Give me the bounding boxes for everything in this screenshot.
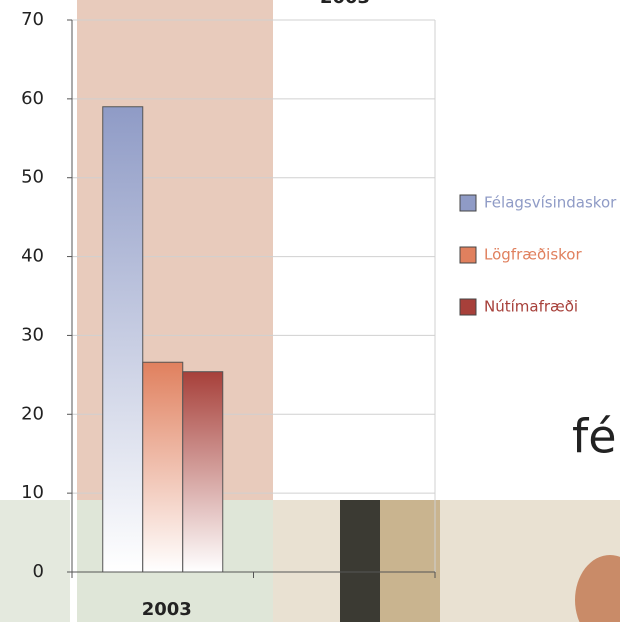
legend-swatch: [460, 299, 476, 315]
y-tick-label: 0: [33, 561, 44, 582]
y-tick-label: 10: [21, 482, 44, 503]
y-tick-label: 40: [21, 246, 44, 267]
legend-swatch: [460, 247, 476, 263]
photo-post: [340, 500, 380, 622]
photo: [273, 500, 620, 622]
bar: [183, 372, 223, 572]
legend-label: Lögfræðiskor: [484, 246, 582, 264]
y-tick-label: 20: [21, 403, 44, 424]
chart-title: 2003: [320, 0, 370, 8]
legend-label: Félagsvísindaskor: [484, 194, 617, 212]
y-tick-label: 60: [21, 88, 44, 109]
bar: [103, 107, 143, 572]
photo-wall: [380, 500, 440, 622]
legend-swatch: [460, 195, 476, 211]
x-tick-label: 2003: [142, 599, 192, 620]
y-tick-label: 30: [21, 324, 44, 345]
y-tick-label: 50: [21, 167, 44, 188]
chart: fé 2003 0 10 20 30 40 50 60 70 2003 Félagsvísinda…: [0, 0, 620, 622]
y-tick-label: 70: [21, 9, 44, 30]
legend-label: Nútímafræði: [484, 298, 578, 316]
bar: [143, 362, 183, 572]
background-text: fé: [572, 410, 617, 464]
